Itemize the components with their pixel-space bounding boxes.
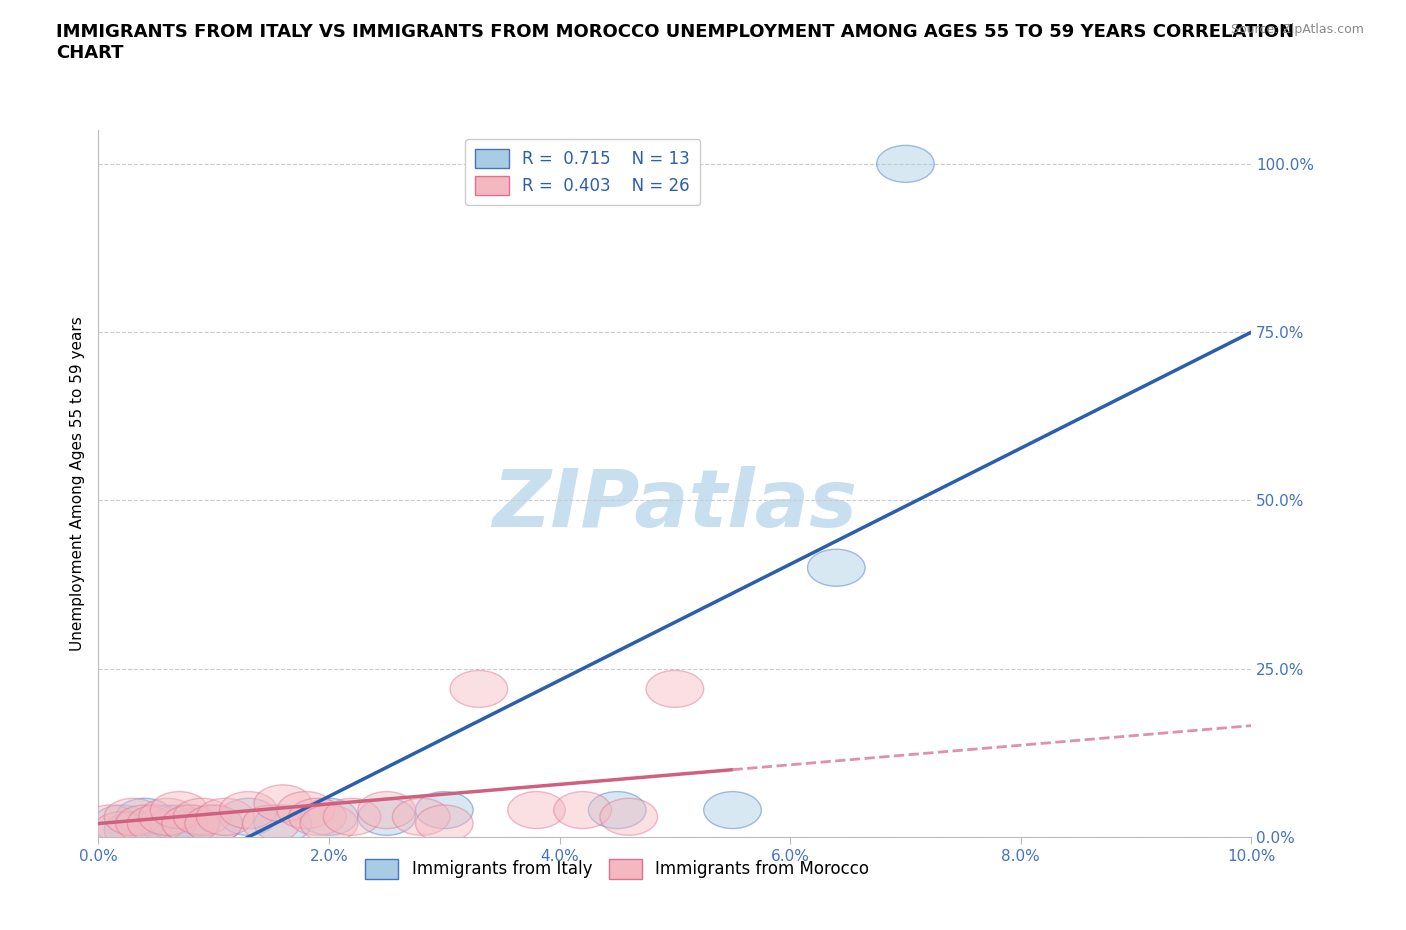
Ellipse shape — [600, 798, 658, 835]
Ellipse shape — [139, 805, 197, 842]
Ellipse shape — [416, 791, 474, 829]
Ellipse shape — [254, 805, 312, 842]
Text: IMMIGRANTS FROM ITALY VS IMMIGRANTS FROM MOROCCO UNEMPLOYMENT AMONG AGES 55 TO 5: IMMIGRANTS FROM ITALY VS IMMIGRANTS FROM… — [56, 23, 1295, 62]
Ellipse shape — [115, 798, 173, 835]
Text: Source: ZipAtlas.com: Source: ZipAtlas.com — [1230, 23, 1364, 36]
Ellipse shape — [877, 145, 935, 182]
Ellipse shape — [392, 798, 450, 835]
Ellipse shape — [104, 798, 162, 835]
Ellipse shape — [323, 798, 381, 835]
Ellipse shape — [301, 798, 357, 835]
Y-axis label: Unemployment Among Ages 55 to 59 years: Unemployment Among Ages 55 to 59 years — [69, 316, 84, 651]
Legend: Immigrants from Italy, Immigrants from Morocco: Immigrants from Italy, Immigrants from M… — [359, 853, 876, 885]
Ellipse shape — [277, 791, 335, 829]
Ellipse shape — [554, 791, 612, 829]
Ellipse shape — [150, 791, 208, 829]
Ellipse shape — [416, 805, 474, 842]
Ellipse shape — [186, 805, 243, 842]
Ellipse shape — [508, 791, 565, 829]
Ellipse shape — [219, 791, 277, 829]
Ellipse shape — [219, 798, 277, 835]
Ellipse shape — [115, 805, 173, 842]
Ellipse shape — [93, 805, 150, 842]
Ellipse shape — [647, 671, 704, 708]
Ellipse shape — [104, 812, 162, 849]
Text: ZIPatlas: ZIPatlas — [492, 466, 858, 544]
Ellipse shape — [588, 791, 645, 829]
Ellipse shape — [197, 798, 254, 835]
Ellipse shape — [128, 805, 186, 842]
Ellipse shape — [704, 791, 762, 829]
Ellipse shape — [82, 805, 139, 842]
Ellipse shape — [162, 805, 219, 842]
Ellipse shape — [359, 791, 416, 829]
Ellipse shape — [301, 805, 357, 842]
Ellipse shape — [150, 805, 208, 842]
Ellipse shape — [186, 805, 243, 842]
Ellipse shape — [162, 805, 219, 842]
Ellipse shape — [807, 550, 865, 586]
Ellipse shape — [288, 798, 346, 835]
Ellipse shape — [93, 812, 150, 849]
Ellipse shape — [173, 798, 231, 835]
Ellipse shape — [254, 785, 312, 822]
Ellipse shape — [450, 671, 508, 708]
Ellipse shape — [139, 798, 197, 835]
Ellipse shape — [359, 798, 416, 835]
Ellipse shape — [243, 805, 301, 842]
